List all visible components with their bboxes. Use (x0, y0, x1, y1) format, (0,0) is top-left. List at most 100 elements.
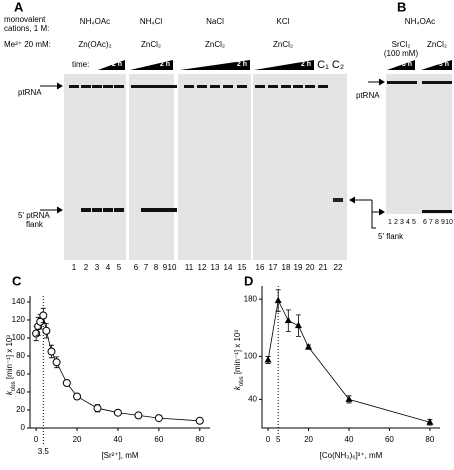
data-point (294, 321, 302, 329)
wedge-label: 2 h (112, 61, 122, 68)
wedge-label: 2 h (160, 61, 170, 68)
arrows (40, 78, 385, 229)
time-wedge (387, 60, 415, 70)
band (160, 208, 170, 212)
row-label: cations, 1 M: (4, 24, 49, 33)
band (428, 210, 434, 213)
band (434, 81, 440, 84)
wedge-label: 3 h (439, 61, 449, 68)
metal-label: ZnCl₂ (141, 40, 161, 49)
row-label: monovalent (4, 15, 46, 24)
data-point (264, 356, 272, 363)
band-label: ptRNA (18, 88, 42, 97)
lane-number: 6 (134, 263, 139, 272)
data-point (73, 392, 82, 401)
control-label: C₁ (317, 59, 329, 71)
band (393, 81, 399, 84)
lane-number: 5 (117, 263, 122, 272)
lane-number: 9 (163, 263, 168, 272)
time-wedge (180, 60, 250, 70)
gel (178, 74, 251, 260)
data-point (284, 316, 292, 324)
band (405, 81, 411, 84)
band (81, 85, 91, 88)
lane-number: 13 (211, 263, 220, 272)
y-tick-label: 40 (16, 387, 25, 396)
band (411, 81, 417, 84)
x-axis-label: [Co(NH₃)₆]³⁺, mM (320, 451, 383, 460)
y-tick-label: 60 (16, 369, 25, 378)
cation-label: NH₄OAc (80, 17, 110, 26)
band (440, 210, 446, 213)
y-tick-label: 180 (244, 294, 258, 303)
x-tick-label: 0 (266, 435, 271, 444)
lane-number: 4 (106, 263, 111, 272)
y-axis-label-part: [min⁻¹] x 10³ (5, 335, 14, 382)
band (131, 85, 141, 88)
band (141, 85, 151, 88)
lane-number: 17 (269, 263, 278, 272)
y-tick-label: 100 (12, 333, 26, 342)
x-tick-label: 40 (345, 435, 354, 444)
band (440, 81, 446, 84)
time-wedge (98, 60, 125, 70)
band (141, 208, 151, 212)
y-tick-label: 80 (16, 351, 25, 360)
band (223, 85, 233, 88)
y-tick-label: 20 (16, 405, 25, 414)
band (305, 85, 315, 88)
band (151, 208, 161, 212)
band (422, 81, 428, 84)
data-point (305, 343, 313, 350)
lane-number: 8 (435, 219, 439, 226)
data-point (62, 379, 71, 387)
band (103, 85, 113, 88)
lane-number: 16 (256, 263, 265, 272)
wedge-label: 2 h (301, 61, 311, 68)
row-label: Me²⁺ 20 mM: (4, 40, 51, 49)
band-label: 5' ptRNA (18, 211, 50, 220)
band (210, 85, 220, 88)
data-line (267, 299, 430, 423)
metal-label: ZnCl₂ (205, 40, 225, 49)
cation-label: KCl (277, 17, 290, 26)
x-tick-label: 60 (154, 435, 163, 444)
panel-label: C (12, 273, 22, 288)
time-wedge (421, 60, 452, 70)
band (167, 208, 177, 212)
lane-number: 10 (445, 219, 453, 226)
data-point (42, 326, 51, 335)
band (237, 85, 247, 88)
panel-label: A (14, 0, 24, 14)
band-label: flank (26, 220, 44, 229)
data-point (113, 408, 122, 417)
y-axis-label-part: k (233, 385, 242, 390)
data-point (52, 358, 61, 367)
band (151, 85, 161, 88)
lane-number: 21 (319, 263, 328, 272)
row-label: time: (72, 60, 89, 69)
band (197, 85, 207, 88)
lane-number: 6 (423, 219, 427, 226)
metal-label: ZnCl₂ (273, 40, 293, 49)
lane-number: 19 (294, 263, 303, 272)
band (428, 81, 434, 84)
y-tick-label: 100 (244, 352, 258, 361)
band (69, 85, 79, 88)
band (81, 208, 91, 212)
data-point (93, 404, 102, 413)
y-tick-label: 0 (21, 423, 26, 432)
band (114, 208, 124, 212)
lane-number: 10 (168, 263, 177, 272)
lane-number: 8 (154, 263, 159, 272)
data-point (345, 395, 353, 402)
band (160, 85, 170, 88)
band (184, 85, 194, 88)
x-tick-label: 40 (114, 435, 123, 444)
gel (386, 74, 452, 214)
wedge-label: 2 h (237, 61, 247, 68)
lane-number: 5 (412, 219, 416, 226)
x-axis-label: [Sr²⁺], mM (101, 451, 138, 460)
band (103, 208, 113, 212)
